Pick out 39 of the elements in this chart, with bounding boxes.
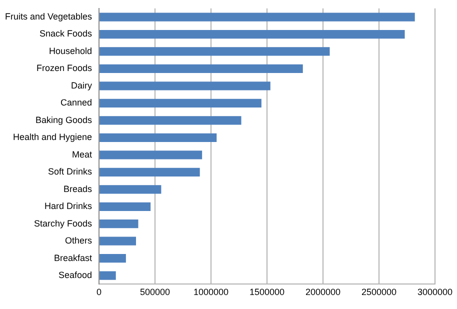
y-tick-label: Soft Drinks xyxy=(48,166,93,177)
x-tick-label: 2000000 xyxy=(305,287,341,298)
bar xyxy=(100,202,151,211)
bar xyxy=(100,271,116,280)
bar xyxy=(100,236,136,246)
bar xyxy=(100,133,217,142)
y-tick-label: Breads xyxy=(64,184,93,194)
x-tick-label: 1000000 xyxy=(194,287,229,298)
bar xyxy=(100,168,200,176)
x-tick-label: 3000000 xyxy=(417,287,453,298)
y-tick-label: Dairy xyxy=(71,80,93,90)
x-tick-label: 2500000 xyxy=(361,287,397,298)
y-tick-label: Fruits and Vegetables xyxy=(4,12,93,22)
x-tick-label: 1500000 xyxy=(250,287,285,298)
bar xyxy=(100,220,138,228)
x-tick-label: 0 xyxy=(96,287,102,298)
y-tick-label: Snack Foods xyxy=(40,28,93,39)
y-tick-label: Hard Drinks xyxy=(44,201,93,212)
y-tick-label: Seafood xyxy=(58,270,92,280)
bar xyxy=(100,98,262,108)
bar xyxy=(100,82,270,90)
bar xyxy=(100,254,126,263)
y-tick-label: Others xyxy=(65,236,93,246)
y-tick-label: Household xyxy=(49,46,92,56)
bar xyxy=(100,12,415,22)
y-tick-label: Frozen Foods xyxy=(36,63,93,74)
bar xyxy=(100,116,242,125)
bar xyxy=(100,150,202,160)
x-tick-label: 500000 xyxy=(140,287,170,298)
bar xyxy=(100,47,330,56)
y-tick-label: Canned xyxy=(60,98,92,108)
y-tick-label: Health and Hygiene xyxy=(12,132,92,142)
bar xyxy=(100,185,162,194)
y-tick-label: Meat xyxy=(72,149,93,160)
y-tick-label: Breakfast xyxy=(54,252,93,263)
y-tick-label: Starchy Foods xyxy=(34,218,93,228)
bar xyxy=(100,30,405,39)
y-tick-label: Baking Goods xyxy=(36,114,93,125)
bar xyxy=(100,64,303,74)
